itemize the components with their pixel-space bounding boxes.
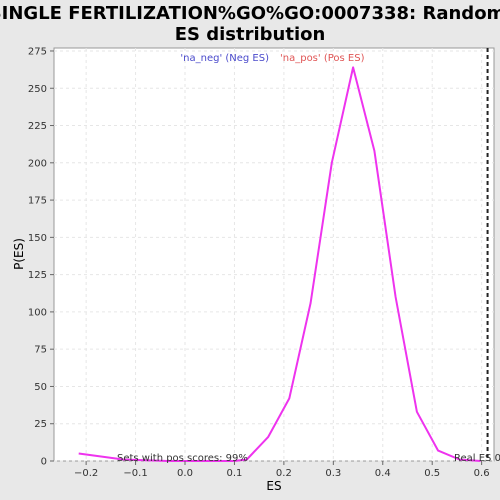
- y-tick-label: 250: [28, 84, 47, 95]
- y-tick-label: 200: [28, 158, 47, 169]
- pos-scores-annotation: Sets with pos scores: 99%: [117, 453, 248, 464]
- x-tick-label: 0.0: [177, 468, 193, 479]
- x-tick-label: −0.2: [74, 468, 98, 479]
- y-tick-label: 100: [28, 307, 47, 318]
- x-tick-label: 0.2: [276, 468, 292, 479]
- y-tick-label: 125: [28, 270, 47, 281]
- x-tick-label: 0.5: [424, 468, 440, 479]
- x-tick-label: −0.1: [123, 468, 147, 479]
- chart-title-line-1: SINGLE FERTILIZATION%GO%GO:0007338: Rand…: [0, 3, 500, 24]
- real-es-label: Real ES 0.6: [454, 453, 500, 464]
- y-axis: 0 25 50 75 100 125 150 175 200 225 250 275: [28, 46, 54, 468]
- y-tick-label: 75: [34, 345, 47, 356]
- x-tick-label: 0.6: [474, 468, 490, 479]
- es-distribution-line: [78, 66, 481, 462]
- y-tick-label: 150: [28, 233, 47, 244]
- x-tick-label: 0.1: [226, 468, 242, 479]
- y-tick-label: 275: [28, 46, 47, 57]
- series-layer: [78, 66, 481, 462]
- grid: [54, 48, 494, 462]
- y-tick-label: 0: [41, 457, 47, 468]
- x-axis-label: ES: [266, 479, 281, 493]
- y-tick-label: 25: [34, 419, 47, 430]
- x-tick-label: 0.3: [325, 468, 341, 479]
- y-tick-label: 225: [28, 121, 47, 132]
- y-tick-label: 50: [34, 382, 47, 393]
- x-tick-label: 0.4: [375, 468, 391, 479]
- chart-title-line-2: ES distribution: [175, 24, 326, 45]
- x-axis: −0.2 −0.1 0.0 0.1 0.2 0.3 0.4 0.5 0.6: [74, 461, 490, 479]
- plot-area: [53, 47, 495, 462]
- y-axis-label: P(ES): [12, 238, 26, 270]
- y-tick-label: 175: [28, 196, 47, 207]
- legend-pos-entry: 'na_pos' (Pos ES): [280, 53, 365, 64]
- legend-neg-entry: 'na_neg' (Neg ES): [180, 53, 269, 64]
